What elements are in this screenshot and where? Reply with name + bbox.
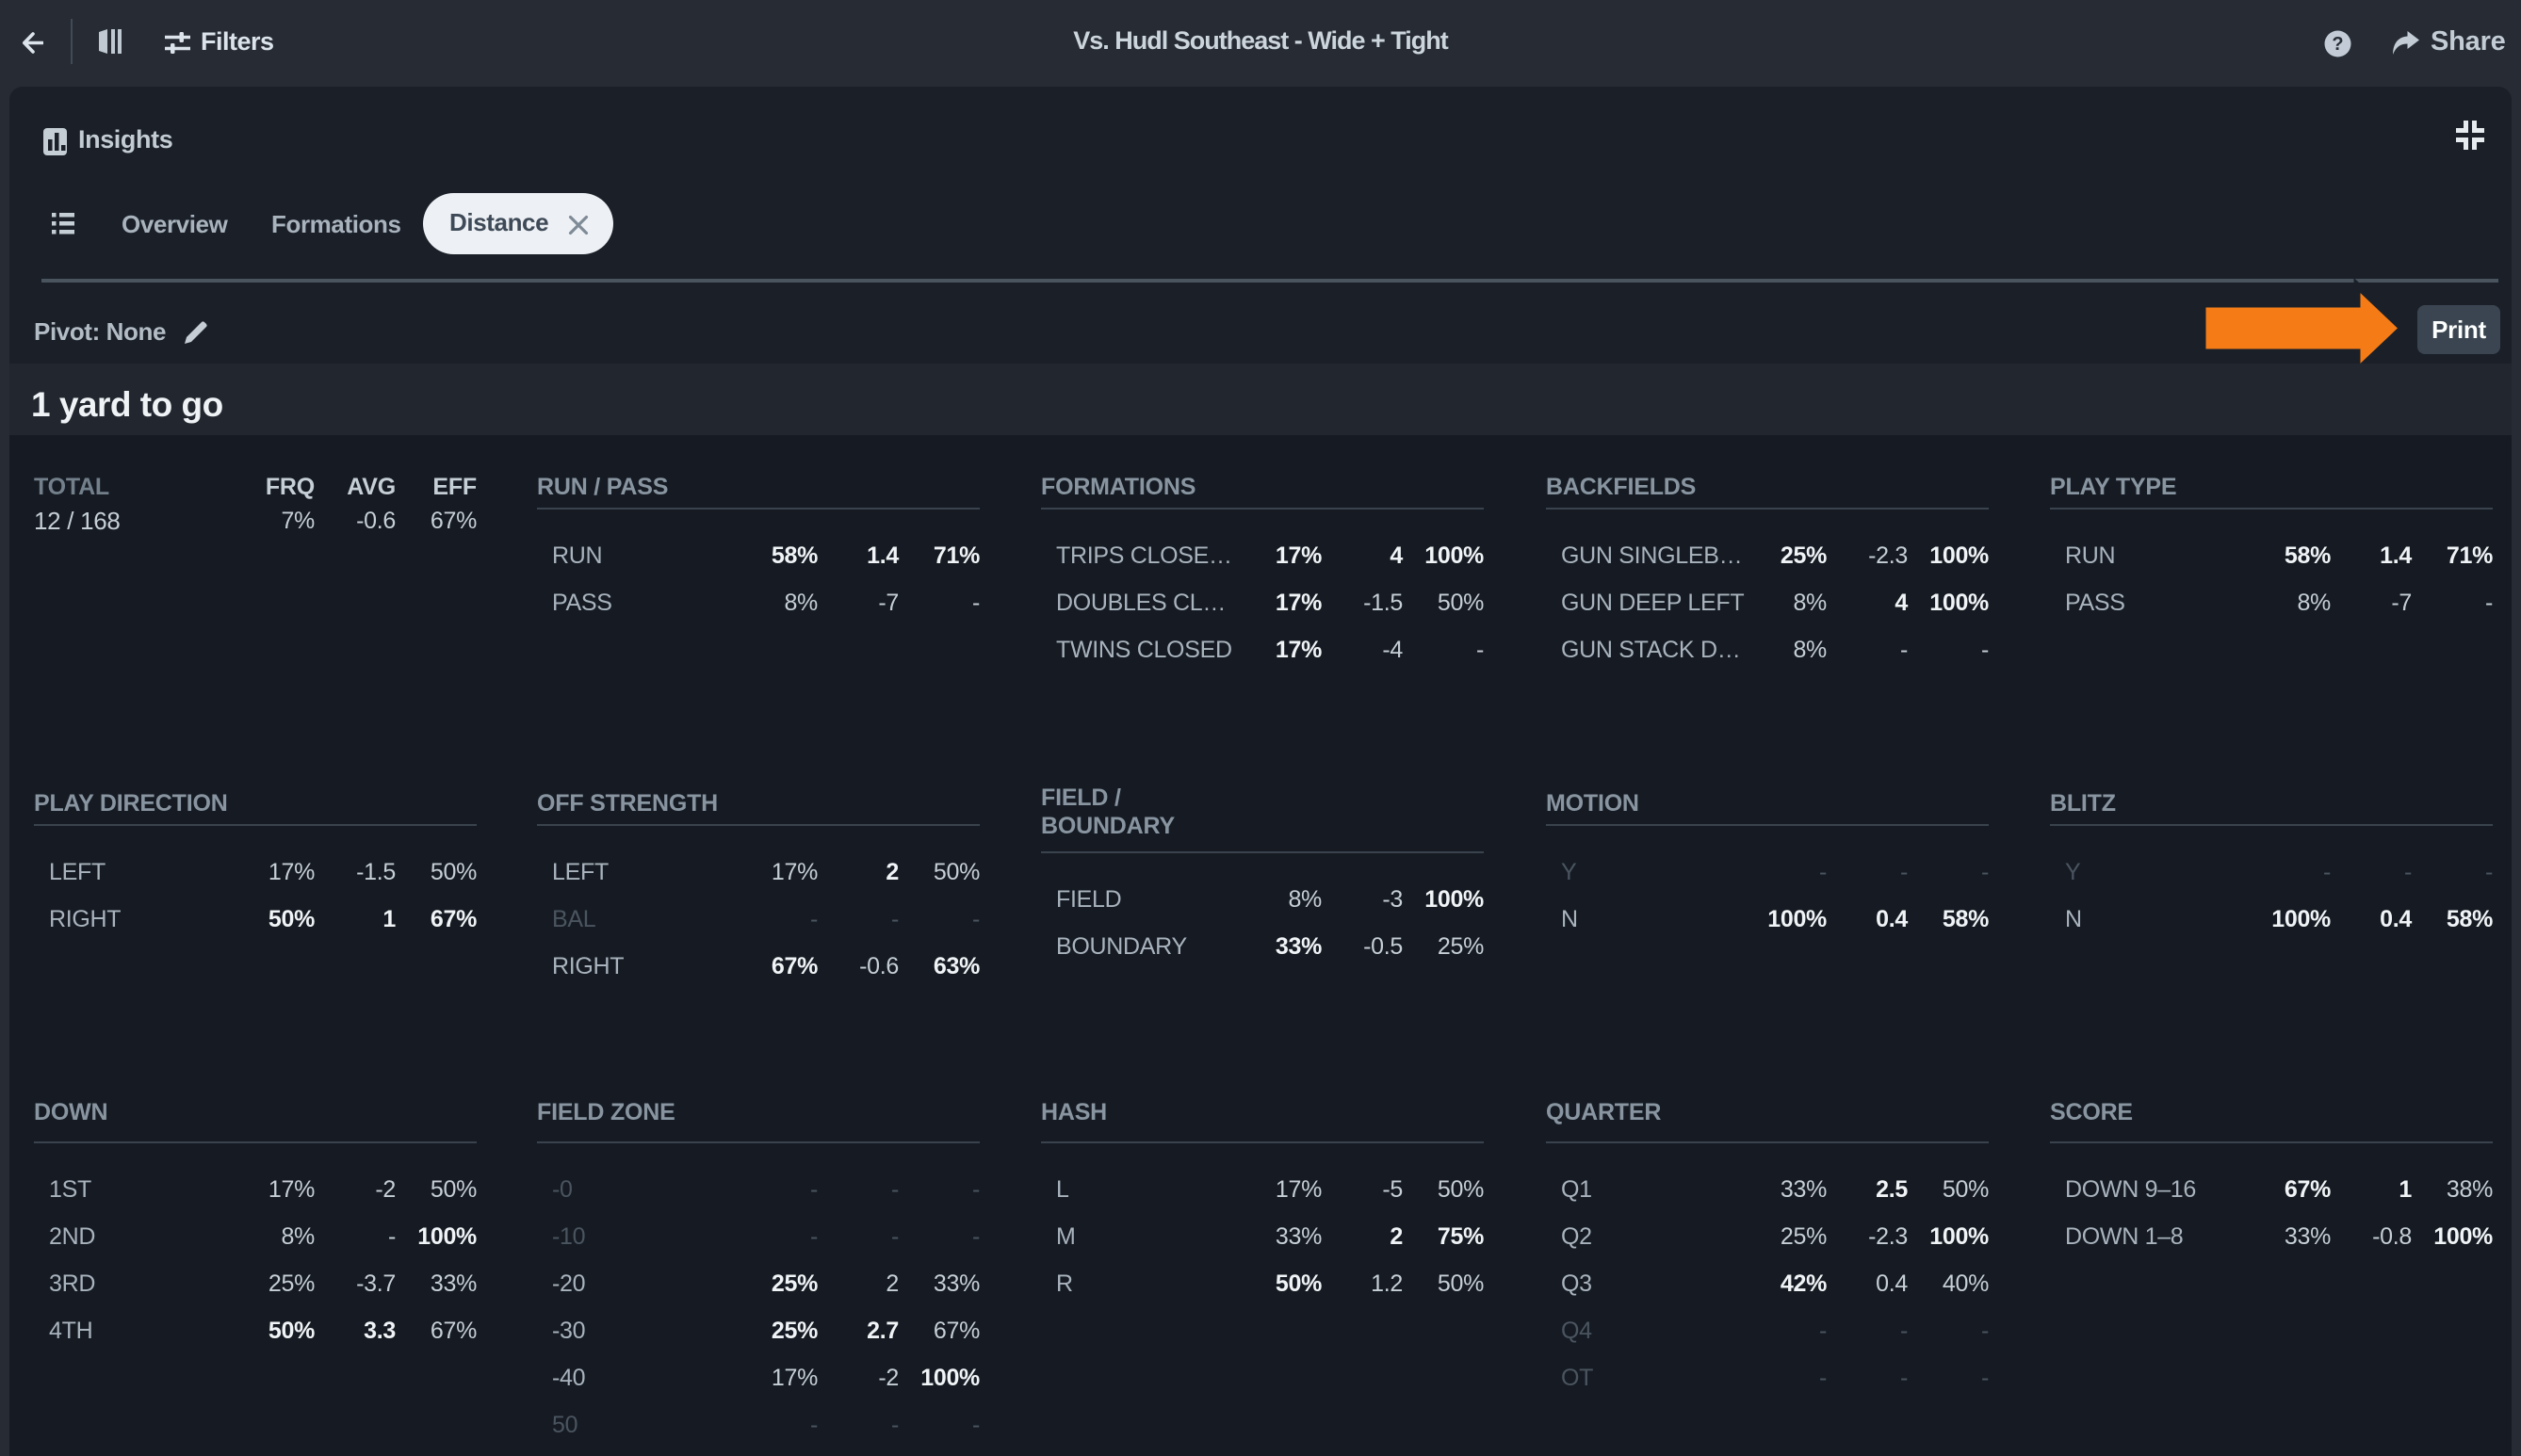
svg-text:?: ?	[2332, 34, 2343, 55]
